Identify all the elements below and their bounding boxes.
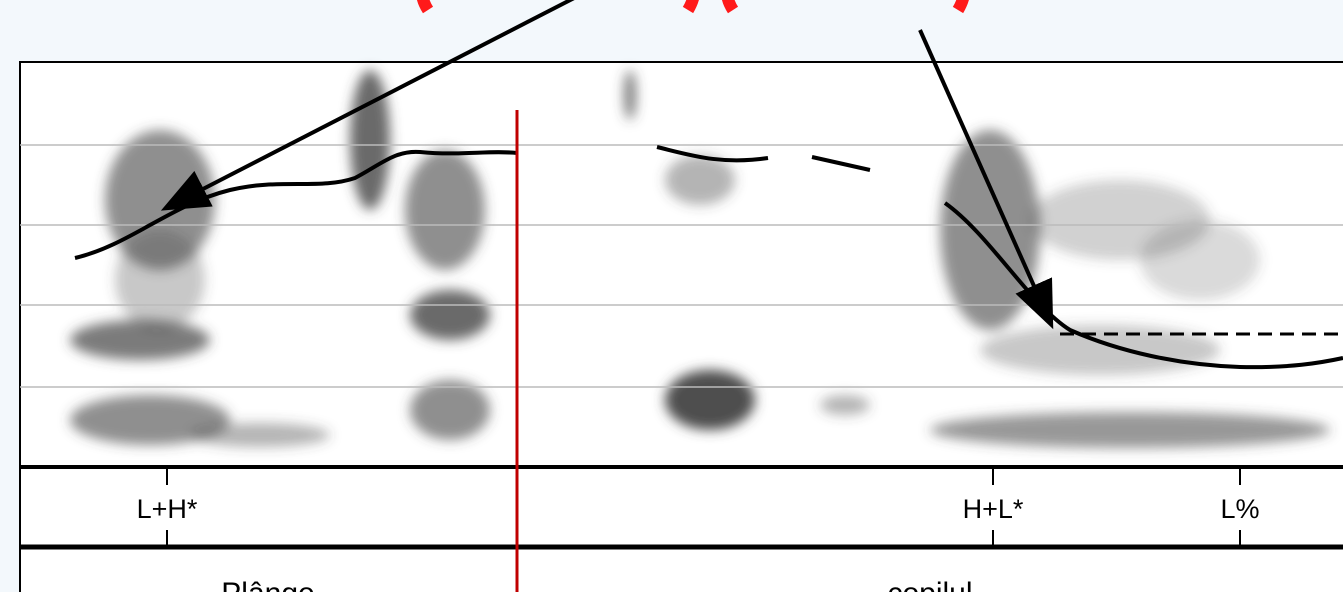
tone-label: H+L* (963, 494, 1024, 524)
tone-label: L% (1220, 494, 1259, 524)
tone-label: L+H* (137, 494, 198, 524)
word-label: copilul (887, 577, 972, 592)
word-label: Plânge (221, 577, 314, 592)
figure: L+H* H+L* L% Plânge copilul (0, 0, 1343, 592)
page: L+H* H+L* L% Plânge copilul (() => { con… (0, 0, 1343, 592)
